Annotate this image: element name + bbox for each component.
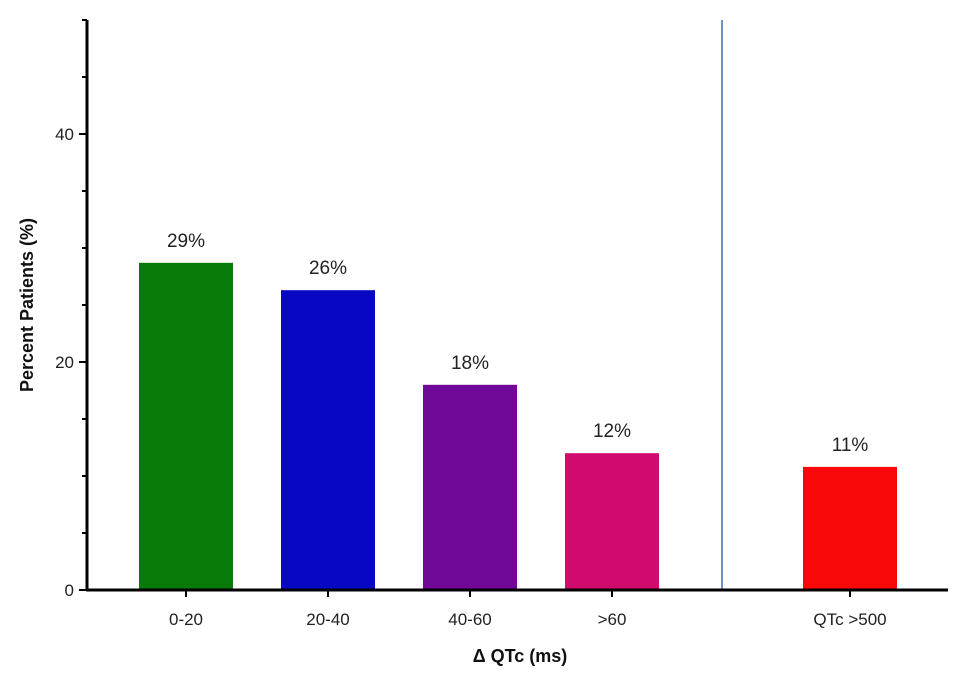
x-axis: 0-20 20-40 40-60 >60 QTc >500 — [86, 588, 948, 629]
data-label: 12% — [593, 421, 631, 442]
y-tick-label: 40 — [55, 125, 74, 144]
x-tick-label: 0-20 — [169, 610, 203, 629]
bar-40-60 — [423, 384, 517, 590]
bar-20-40 — [281, 290, 375, 590]
x-axis-title: Δ QTc (ms) — [473, 646, 568, 666]
x-tick-label: 40-60 — [448, 610, 491, 629]
data-labels-layer: 29% 26% 18% 12% 11% — [167, 231, 868, 456]
bar-qtc-500 — [803, 466, 897, 590]
data-label: 18% — [451, 353, 489, 374]
y-tick-label: 0 — [65, 581, 74, 600]
y-axis: 0 20 40 — [55, 19, 89, 600]
y-axis-title: Percent Patients (%) — [17, 218, 37, 392]
y-tick-label: 20 — [55, 353, 74, 372]
bars-layer — [139, 262, 897, 590]
bar-0-20 — [139, 262, 233, 590]
data-label: 26% — [309, 258, 347, 279]
x-tick-label: >60 — [598, 610, 627, 629]
x-tick-label: 20-40 — [306, 610, 349, 629]
x-tick-label: QTc >500 — [813, 610, 886, 629]
data-label: 29% — [167, 231, 205, 252]
bar-60 — [565, 453, 659, 590]
data-label: 11% — [832, 435, 869, 456]
